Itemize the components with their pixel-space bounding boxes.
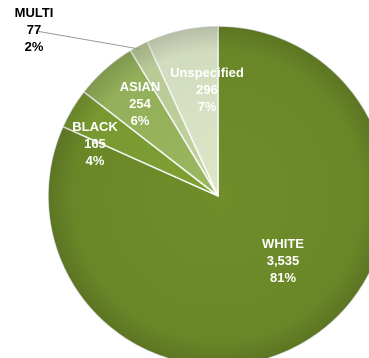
- slice-label-asian: ASIAN 254 6%: [120, 79, 160, 128]
- slice-label-multi: MULTI 77 2%: [15, 5, 54, 54]
- multi-leader-line: [35, 30, 141, 50]
- slice-label-white: WHITE 3,535 81%: [262, 236, 304, 285]
- slice-label-unspecified: Unspecified 296 7%: [170, 65, 244, 114]
- slice-label-black: BLACK 165 4%: [72, 119, 118, 168]
